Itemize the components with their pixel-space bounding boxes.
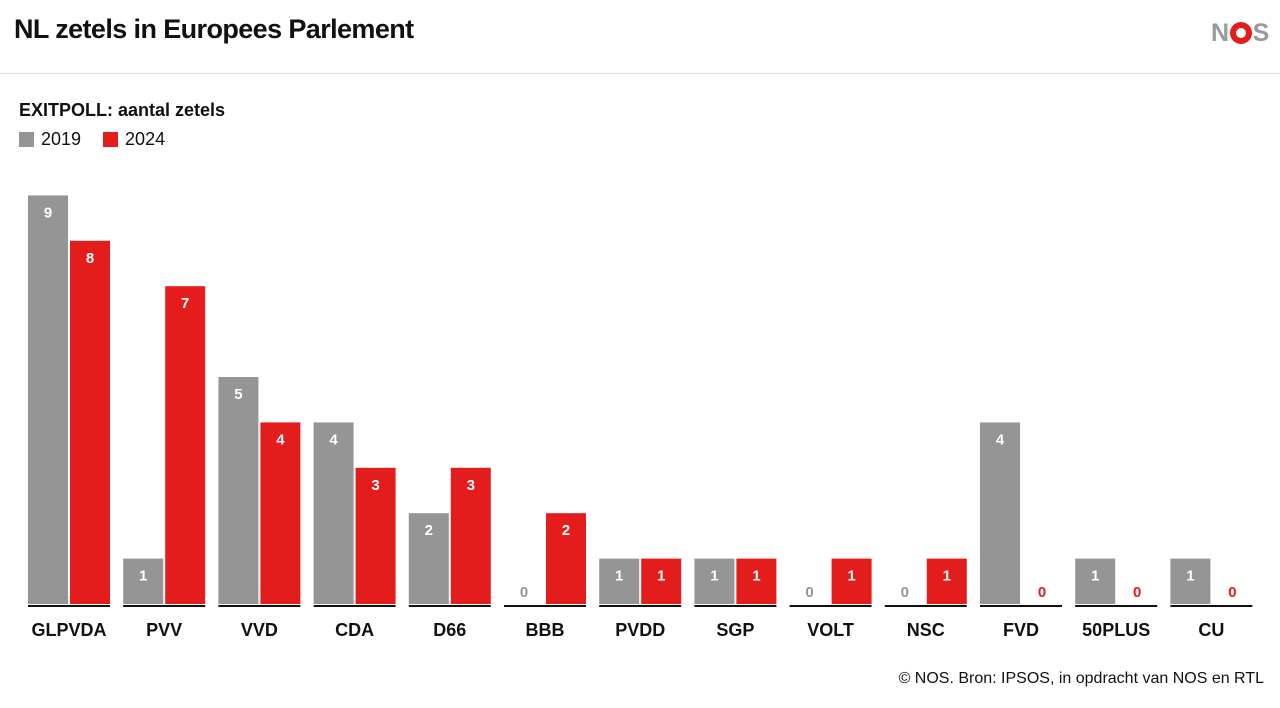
logo-letter-s: S	[1252, 18, 1270, 47]
bar-glpvda-2019	[28, 195, 68, 604]
category-label-cda: CDA	[335, 620, 374, 640]
value-label-vvd-2024: 4	[276, 431, 285, 448]
bar-fvd-2019	[980, 422, 1020, 604]
value-label-bbb-2019: 0	[520, 584, 528, 601]
legend: 2019 2024	[19, 128, 187, 150]
bar-nsc-2024	[926, 558, 967, 604]
value-label-volt-2024: 1	[847, 568, 855, 585]
value-label-d66-2024: 3	[467, 477, 475, 494]
value-label-pvdd-2024: 1	[657, 568, 665, 585]
category-label-nsc: NSC	[907, 620, 945, 640]
chart-title: NL zetels in Europees Parlement	[14, 14, 414, 44]
value-label-cda-2024: 3	[371, 477, 379, 494]
value-label-glpvda-2019: 9	[44, 204, 52, 221]
category-label-glpvda: GLPVDA	[31, 620, 106, 640]
bar-vvd-2024	[260, 422, 301, 604]
value-label-vvd-2019: 5	[234, 386, 242, 403]
category-label-bbb: BBB	[526, 620, 565, 640]
bar-sgp-2024	[736, 558, 777, 604]
bar-d66-2024	[450, 467, 491, 604]
bar-d66-2019	[408, 513, 449, 604]
category-label-pvdd: PVDD	[615, 620, 665, 640]
category-label-fvd: FVD	[1003, 620, 1039, 640]
category-label-sgp: SGP	[716, 620, 754, 640]
chart-subtitle: EXITPOLL: aantal zetels	[19, 100, 226, 120]
value-label-50plus-2024: 0	[1133, 584, 1141, 601]
category-label-pvv: PVV	[146, 620, 182, 640]
bar-vvd-2019	[218, 377, 259, 604]
bar-50plus-2019	[1075, 558, 1116, 604]
value-label-cu-2019: 1	[1186, 568, 1194, 585]
category-label-d66: D66	[433, 620, 466, 640]
legend-label-2019: 2019	[41, 128, 82, 149]
bar-glpvda-2024	[70, 240, 110, 605]
bar-cda-2024	[355, 467, 396, 604]
legend-swatch-2024	[103, 131, 119, 147]
value-label-sgp-2024: 1	[752, 568, 760, 585]
value-label-bbb-2024: 2	[562, 522, 570, 539]
value-label-fvd-2024: 0	[1038, 584, 1046, 601]
value-label-50plus-2019: 1	[1091, 568, 1099, 585]
bar-sgp-2019	[694, 558, 735, 604]
legend-label-2024: 2024	[125, 128, 166, 149]
value-label-pvv-2019: 1	[139, 568, 147, 585]
legend-item-2024: 2024	[103, 129, 165, 150]
bar-pvv-2019	[123, 558, 164, 604]
bar-cu-2019	[1170, 558, 1211, 604]
value-label-glpvda-2024: 8	[86, 250, 94, 267]
source-note: © NOS. Bron: IPSOS, in opdracht van NOS …	[898, 670, 1264, 687]
value-label-nsc-2024: 1	[943, 568, 951, 585]
bar-volt-2024	[831, 558, 872, 604]
value-label-d66-2019: 2	[425, 522, 433, 539]
value-label-nsc-2019: 0	[901, 584, 909, 601]
bar-pvdd-2019	[599, 558, 640, 604]
bar-bbb-2024	[546, 513, 586, 604]
legend-swatch-2019	[19, 131, 34, 147]
category-label-cu: CU	[1198, 620, 1224, 640]
legend-item-2019: 2019	[19, 129, 81, 150]
value-label-sgp-2019: 1	[710, 568, 718, 585]
category-label-volt: VOLT	[807, 620, 854, 640]
bar-pvdd-2024	[641, 558, 682, 604]
value-label-pvdd-2019: 1	[615, 568, 623, 585]
bar-pvv-2024	[165, 286, 206, 604]
bar-cda-2019	[313, 422, 354, 604]
logo-letter-n: N	[1211, 18, 1229, 47]
value-label-volt-2019: 0	[805, 584, 813, 601]
category-label-50plus: 50PLUS	[1082, 620, 1150, 640]
logo-o-icon	[1229, 22, 1252, 44]
category-label-vvd: VVD	[241, 620, 278, 640]
value-label-cu-2024: 0	[1228, 584, 1236, 601]
value-label-fvd-2019: 4	[996, 431, 1005, 448]
value-label-cda-2019: 4	[329, 431, 338, 448]
value-label-pvv-2024: 7	[181, 295, 189, 312]
